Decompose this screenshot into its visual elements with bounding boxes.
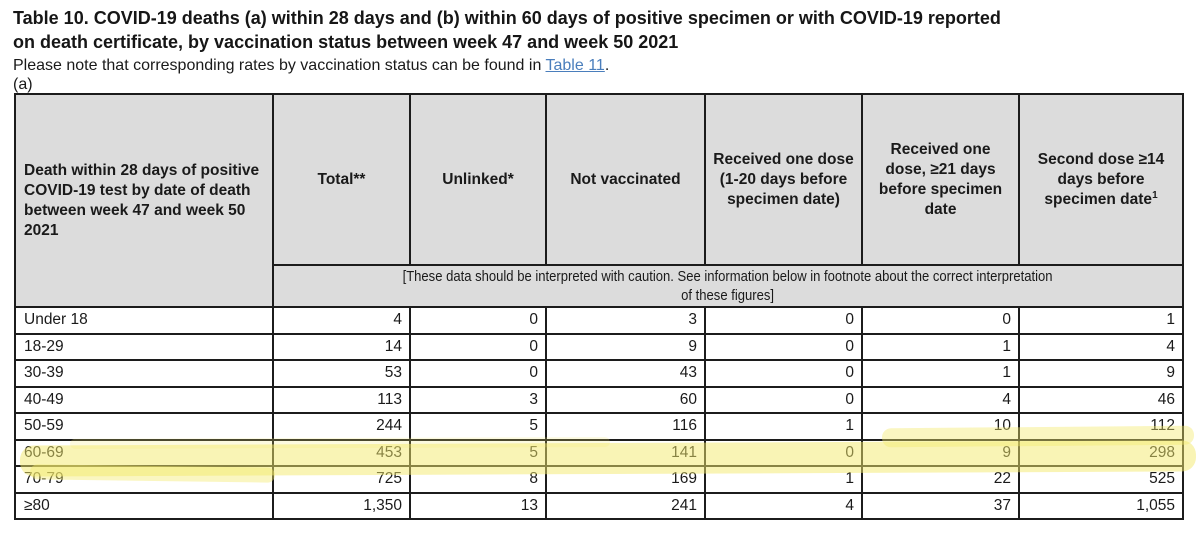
table-row: 30-39 53 0 43 0 1 9	[14, 359, 1184, 388]
value-cell: 1	[861, 359, 1020, 388]
section-label-a: (a)	[13, 76, 33, 93]
value-cell: 453	[272, 438, 411, 467]
value-cell: 4	[1018, 332, 1184, 361]
caution-note: [These data should be interpreted with c…	[272, 264, 1184, 308]
age-group-cell: 18-29	[14, 332, 274, 361]
value-cell: 1	[704, 412, 863, 441]
column-header-second-dose-text: Second dose ≥14 days before specimen dat…	[1037, 150, 1165, 208]
column-header-total: Total**	[272, 93, 411, 266]
caution-note-line-2: of these figures]	[681, 287, 775, 304]
value-cell: 9	[861, 438, 1020, 467]
value-cell: 0	[704, 438, 863, 467]
value-cell: 1	[861, 332, 1020, 361]
value-cell: 725	[272, 465, 411, 494]
value-cell: 13	[409, 491, 547, 520]
value-cell: 3	[545, 306, 706, 335]
value-cell: 244	[272, 412, 411, 441]
value-cell: 8	[409, 465, 547, 494]
caution-row: [These data should be interpreted with c…	[15, 264, 1184, 308]
table-title-line-1: Table 10. COVID-19 deaths (a) within 28 …	[13, 8, 1001, 28]
age-group-cell: 70-79	[14, 465, 274, 494]
value-cell: 112	[1018, 412, 1184, 441]
value-cell: 298	[1018, 438, 1184, 467]
value-cell: 4	[272, 306, 411, 335]
value-cell: 0	[704, 332, 863, 361]
value-cell: 0	[704, 385, 863, 414]
value-cell: 169	[545, 465, 706, 494]
table-title-line-2: on death certificate, by vaccination sta…	[13, 32, 679, 52]
age-group-cell: 40-49	[14, 385, 274, 414]
column-header-age-group: Death within 28 days of positive COVID-1…	[14, 93, 274, 308]
value-cell: 5	[409, 412, 547, 441]
age-group-cell: ≥80	[14, 491, 274, 520]
column-header-one-dose-21plus: Received one dose, ≥21 days before speci…	[861, 93, 1020, 266]
column-header-second-dose: Second dose ≥14 days before specimen dat…	[1018, 93, 1184, 266]
table-header-row: Death within 28 days of positive COVID-1…	[14, 93, 1184, 308]
footnote-superscript: 1	[1152, 189, 1158, 201]
column-header-one-dose-1-20: Received one dose (1-20 days before spec…	[704, 93, 863, 266]
value-cell: 53	[272, 359, 411, 388]
value-cell: 10	[861, 412, 1020, 441]
value-cell: 525	[1018, 465, 1184, 494]
value-cell: 0	[409, 359, 547, 388]
value-cell: 0	[704, 359, 863, 388]
value-cell: 116	[545, 412, 706, 441]
covid-deaths-table: Death within 28 days of positive COVID-1…	[14, 93, 1184, 520]
note-text: Please note that corresponding rates by …	[13, 56, 609, 76]
age-group-cell: 50-59	[14, 412, 274, 441]
value-cell: 14	[272, 332, 411, 361]
value-cell: 0	[861, 306, 1020, 335]
value-cell: 141	[545, 438, 706, 467]
value-cell: 4	[704, 491, 863, 520]
value-cell: 1,055	[1018, 491, 1184, 520]
value-cell: 1	[1018, 306, 1184, 335]
column-header-not-vaccinated: Not vaccinated	[545, 93, 706, 266]
value-cell: 5	[409, 438, 547, 467]
table-row: 18-29 14 0 9 0 1 4	[14, 332, 1184, 361]
value-cell: 3	[409, 385, 547, 414]
caution-note-line-1: [These data should be interpreted with c…	[402, 268, 1053, 285]
value-cell: 241	[545, 491, 706, 520]
value-cell: 1,350	[272, 491, 411, 520]
column-header-unlinked: Unlinked*	[409, 93, 547, 266]
age-group-cell: 60-69	[14, 438, 274, 467]
value-cell: 0	[409, 332, 547, 361]
table-row-highlighted: 60-69 453 5 141 0 9 298	[14, 438, 1184, 467]
value-cell: 46	[1018, 385, 1184, 414]
value-cell: 9	[1018, 359, 1184, 388]
value-cell: 22	[861, 465, 1020, 494]
age-group-cell: Under 18	[14, 306, 274, 335]
note-prefix: Please note that corresponding rates by …	[13, 57, 546, 74]
value-cell: 0	[409, 306, 547, 335]
value-cell: 37	[861, 491, 1020, 520]
table-row: Under 18 4 0 3 0 0 1	[14, 306, 1184, 335]
value-cell: 113	[272, 385, 411, 414]
table-11-link[interactable]: Table 11	[545, 57, 605, 74]
table-row: 70-79 725 8 169 1 22 525	[14, 465, 1184, 494]
table-row: 50-59 244 5 116 1 10 112	[14, 412, 1184, 441]
value-cell: 60	[545, 385, 706, 414]
table-row: ≥80 1,350 13 241 4 37 1,055	[14, 491, 1184, 520]
value-cell: 0	[704, 306, 863, 335]
table-row: 40-49 113 3 60 0 4 46	[14, 385, 1184, 414]
table-title: Table 10. COVID-19 deaths (a) within 28 …	[13, 6, 1001, 54]
value-cell: 9	[545, 332, 706, 361]
value-cell: 1	[704, 465, 863, 494]
value-cell: 43	[545, 359, 706, 388]
age-group-cell: 30-39	[14, 359, 274, 388]
value-cell: 4	[861, 385, 1020, 414]
note-suffix: .	[604, 57, 610, 74]
